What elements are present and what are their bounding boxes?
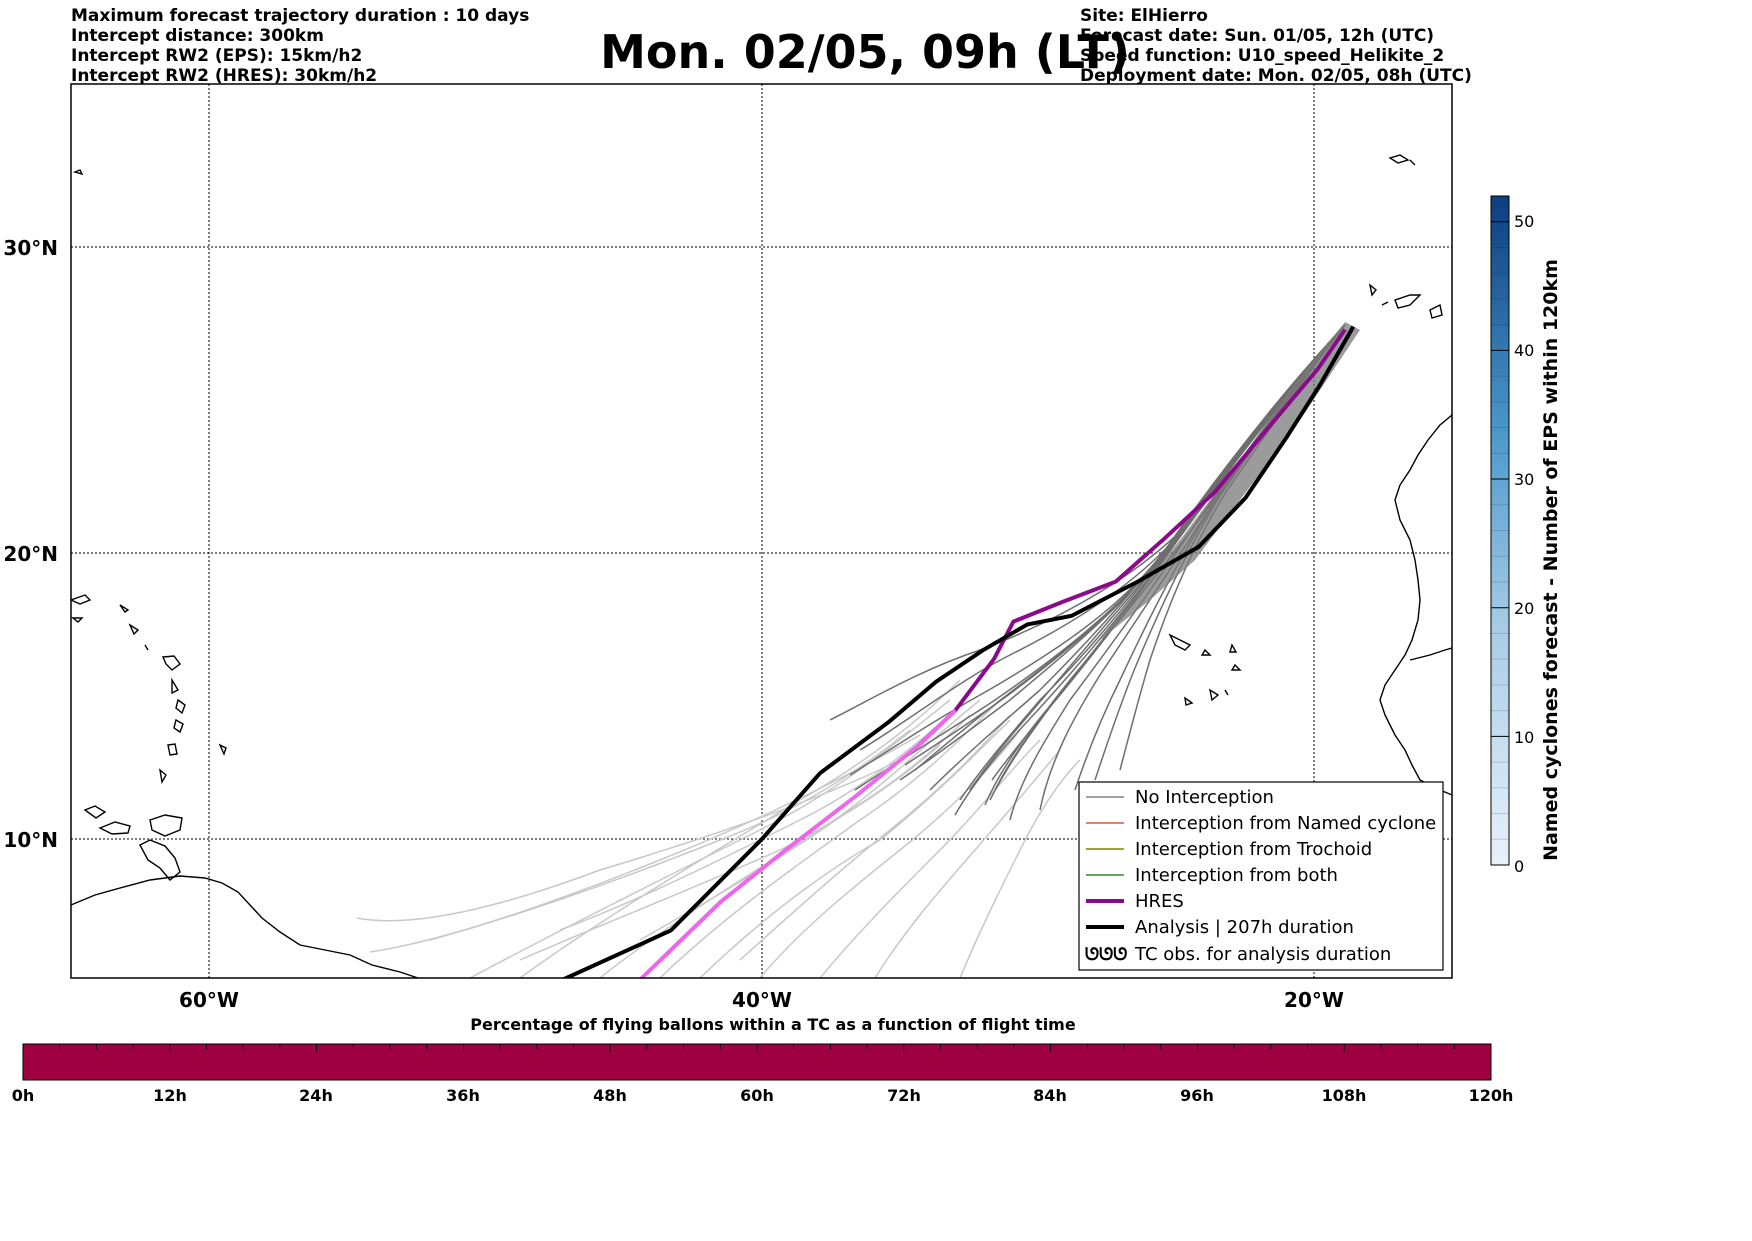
lon-label: 40°W [732, 988, 792, 1012]
flight-time-tick: 60h [740, 1086, 774, 1105]
flight-time-tick: 72h [887, 1086, 921, 1105]
header-right-line: Speed function: U10_speed_Helikite_2 [1080, 46, 1445, 66]
eps-light-track [659, 699, 1001, 978]
flight-time-bar: Percentage of flying ballons within a TC… [12, 1015, 1514, 1105]
flight-time-tick: 120h [1469, 1086, 1514, 1105]
map-frame [70, 83, 1453, 979]
coastline-madeira [1388, 154, 1416, 166]
legend-label: Interception from both [1135, 865, 1338, 886]
eps-light-track [759, 729, 1021, 978]
flight-time-tick: 12h [153, 1086, 187, 1105]
coastline-africa-west [1409, 647, 1452, 661]
hres-track-late [638, 708, 957, 978]
legend-label: No Interception [1135, 787, 1274, 808]
lat-label: 30°N [3, 236, 58, 260]
eps-light-track [519, 744, 941, 961]
hres-track [918, 328, 1347, 747]
eps-light-track [739, 714, 1011, 961]
header-right-line: Deployment date: Mon. 02/05, 08h (UTC) [1080, 66, 1472, 86]
flight-time-tick: 36h [446, 1086, 480, 1105]
flight-time-tick: 84h [1033, 1086, 1067, 1105]
flight-time-tick: 0h [12, 1086, 35, 1105]
coastline-trinidad [139, 839, 181, 881]
eps-light-track [519, 679, 961, 978]
header-left-line: Intercept distance: 300km [71, 26, 324, 46]
eps-light-track [819, 739, 1041, 978]
eps-light-track [469, 699, 951, 978]
coastline-canary-islands [1368, 283, 1443, 319]
header-right-line: Site: ElHierro [1080, 6, 1208, 26]
eps-dark-track [954, 324, 1346, 816]
eps-light-track [429, 729, 911, 941]
coastlines [71, 154, 1452, 978]
legend-label: Analysis | 207h duration [1135, 917, 1354, 938]
tc-symbol-icon: ᘎᘎᘎ [1085, 945, 1127, 965]
eps-dark-track [849, 324, 1346, 776]
colorbar-tick: 50 [1514, 212, 1534, 231]
page-title: Mon. 02/05, 09h (LT) [600, 25, 1130, 79]
header-left-line: Maximum forecast trajectory duration : 1… [71, 6, 530, 26]
colorbar-tick: 30 [1514, 470, 1534, 489]
eps-tracks-light [356, 679, 1081, 978]
header-right: Site: ElHierro Forecast date: Sun. 01/05… [1080, 6, 1472, 86]
eps-dense-band [1100, 322, 1360, 640]
coastline-cape-verde [1168, 633, 1242, 706]
eps-light-track [356, 759, 901, 922]
legend-label: Interception from Trochoid [1135, 839, 1372, 860]
header-left-line: Intercept RW2 (HRES): 30km/h2 [71, 66, 378, 86]
eps-light-track [699, 719, 1011, 978]
lat-label: 20°N [3, 542, 58, 566]
colorbar-tick: 0 [1514, 857, 1524, 876]
flight-time-tick: 96h [1180, 1086, 1214, 1105]
header-left: Maximum forecast trajectory duration : 1… [71, 6, 529, 86]
eps-tracks-dark [829, 324, 1346, 821]
legend-box [1078, 781, 1444, 971]
legend-label: Interception from Named cyclone [1135, 813, 1436, 834]
coastline-antilles [83, 805, 183, 837]
colorbar: 0 10 20 30 40 50 Named cyclones forecast… [1490, 195, 1562, 876]
header-left-line: Intercept RW2 (EPS): 15km/h2 [71, 46, 363, 66]
coastline-africa [1379, 414, 1452, 796]
eps-light-track [959, 759, 1081, 978]
colorbar-tick: 40 [1514, 341, 1534, 360]
analysis-track [561, 325, 1356, 978]
colorbar-tick: 20 [1514, 599, 1534, 618]
lat-label: 10°N [3, 828, 58, 852]
colorbar-label: Named cyclones forecast - Number of EPS … [1540, 259, 1562, 861]
eps-light-track [874, 749, 1061, 978]
coastline-lesser-antilles [158, 655, 227, 785]
legend: No Interception Interception from Named … [1078, 781, 1444, 971]
flight-time-bar-title: Percentage of flying ballons within a TC… [470, 1015, 1076, 1034]
flight-time-tick: 48h [593, 1086, 627, 1105]
colorbar-tick: 10 [1514, 728, 1534, 747]
coastline-islands-west [71, 169, 149, 651]
eps-light-track [559, 714, 951, 931]
lon-label: 60°W [179, 988, 239, 1012]
coastline-south-america [71, 875, 419, 978]
header-right-line: Forecast date: Sun. 01/05, 12h (UTC) [1080, 26, 1435, 46]
flight-time-tick: 24h [299, 1086, 333, 1105]
flight-time-tick: 108h [1322, 1086, 1367, 1105]
legend-label: TC obs. for analysis duration [1134, 944, 1391, 965]
lon-label: 20°W [1284, 988, 1344, 1012]
legend-label: HRES [1135, 891, 1184, 912]
